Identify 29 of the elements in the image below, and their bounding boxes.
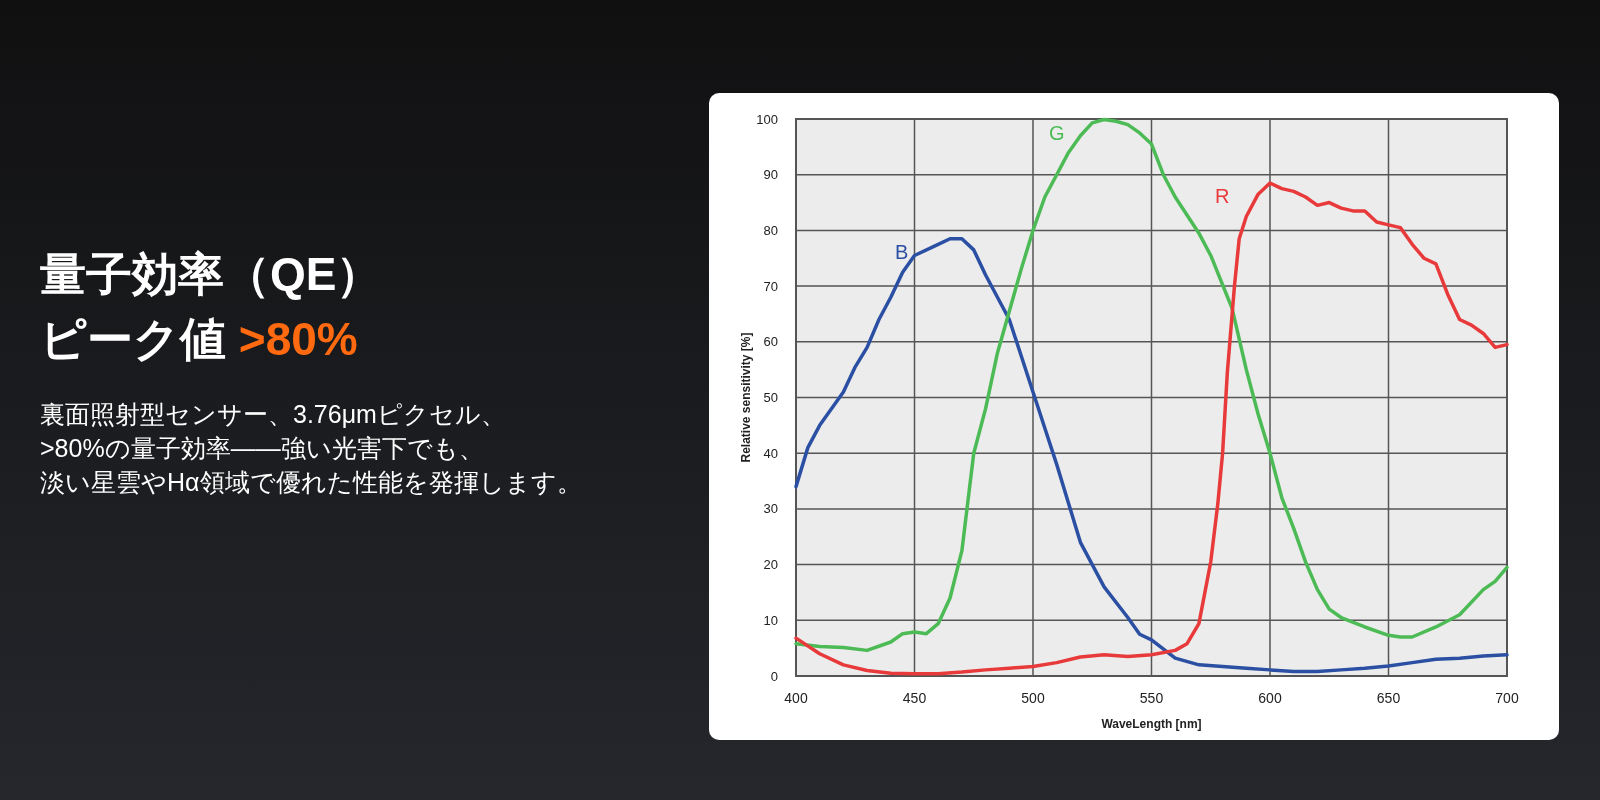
x-axis-title: WaveLength [nm] [1101, 717, 1202, 731]
y-axis-title: Relative sensitivity [%] [739, 332, 753, 463]
text: 淡い星雲やHα領域で優れた性能を発揮します。 [40, 468, 582, 496]
line-series [794, 117, 1509, 653]
y-tick-label: 60 [763, 334, 778, 350]
text: 量子効率（QE） [40, 248, 383, 300]
y-tick-label: 80 [763, 222, 778, 238]
y-tick-label: 40 [763, 445, 778, 461]
y-tick-label: 100 [756, 111, 778, 127]
x-tick-label: 650 [1376, 689, 1401, 706]
y-tick-label: 50 [763, 390, 778, 406]
x-tick-label: 450 [902, 689, 927, 706]
text: >80%の量子効率——強い光害下でも、 [40, 434, 484, 462]
x-tick-label: 600 [1258, 689, 1282, 706]
text: 裏面照射型センサー、3.76μmピクセル、 [40, 400, 506, 428]
y-tick-label: 70 [763, 278, 778, 294]
y-tick-label: 10 [763, 612, 778, 628]
x-tick-label: 700 [1495, 689, 1519, 706]
x-tick-label: 400 [784, 689, 808, 706]
text: ピーク値 >80% [40, 313, 358, 365]
series-label: R [1215, 185, 1230, 208]
y-tick-label: 90 [763, 167, 778, 183]
y-tick-label: 0 [770, 668, 778, 684]
x-tick-label: 500 [1021, 689, 1045, 706]
series-label: G [1049, 121, 1065, 144]
y-tick-label: 20 [763, 557, 778, 573]
y-tick-label: 30 [763, 501, 778, 517]
series-label: B [895, 240, 909, 263]
x-tick-label: 550 [1139, 689, 1164, 706]
